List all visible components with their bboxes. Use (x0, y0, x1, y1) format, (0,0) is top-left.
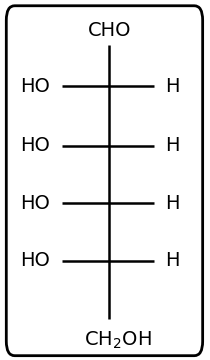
Text: H: H (165, 77, 180, 96)
Text: HO: HO (20, 136, 50, 155)
Text: CH$_2$OH: CH$_2$OH (84, 329, 151, 351)
Text: HO: HO (20, 194, 50, 213)
Text: HO: HO (20, 252, 50, 270)
Text: CHO: CHO (87, 21, 131, 40)
FancyBboxPatch shape (6, 6, 203, 356)
Text: HO: HO (20, 77, 50, 96)
Text: H: H (165, 136, 180, 155)
Text: H: H (165, 194, 180, 213)
Text: H: H (165, 252, 180, 270)
